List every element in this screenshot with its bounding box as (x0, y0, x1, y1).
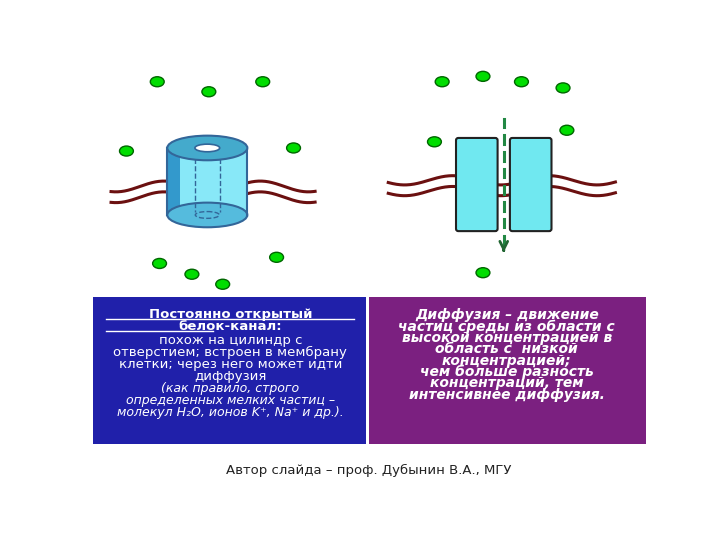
Ellipse shape (270, 252, 284, 262)
Ellipse shape (428, 137, 441, 147)
Text: белок-канал:: белок-канал: (179, 320, 282, 333)
FancyBboxPatch shape (510, 138, 552, 231)
Ellipse shape (120, 146, 133, 156)
Ellipse shape (167, 136, 248, 160)
FancyBboxPatch shape (94, 298, 366, 444)
Text: (как правило, строго: (как правило, строго (161, 382, 300, 395)
Text: интенсивнее диффузия.: интенсивнее диффузия. (409, 388, 605, 402)
Ellipse shape (560, 125, 574, 135)
Text: область с  низкой: область с низкой (436, 342, 578, 356)
Text: диффузия: диффузия (194, 370, 266, 383)
Text: похож на цилиндр с: похож на цилиндр с (158, 334, 302, 347)
Ellipse shape (287, 143, 300, 153)
Ellipse shape (435, 77, 449, 87)
FancyBboxPatch shape (369, 298, 647, 444)
Text: Автор слайда – проф. Дубынин В.А., МГУ: Автор слайда – проф. Дубынин В.А., МГУ (226, 464, 512, 477)
Text: молекул Н₂О, ионов K⁺, Na⁺ и др.).: молекул Н₂О, ионов K⁺, Na⁺ и др.). (117, 406, 343, 419)
Ellipse shape (216, 279, 230, 289)
Text: определенных мелких частиц –: определенных мелких частиц – (126, 394, 335, 407)
Ellipse shape (185, 269, 199, 279)
Text: высокой концентрацией в: высокой концентрацией в (402, 331, 612, 345)
Ellipse shape (515, 77, 528, 87)
Text: Диффузия – движение: Диффузия – движение (415, 308, 599, 322)
Polygon shape (167, 148, 248, 215)
Ellipse shape (150, 77, 164, 87)
Ellipse shape (256, 77, 270, 87)
Ellipse shape (476, 71, 490, 82)
Ellipse shape (476, 268, 490, 278)
Text: Постоянно открытый: Постоянно открытый (148, 308, 312, 321)
Ellipse shape (202, 87, 216, 97)
Ellipse shape (195, 144, 220, 152)
Text: клетки; через него может идти: клетки; через него может идти (119, 358, 342, 371)
Ellipse shape (556, 83, 570, 93)
Text: отверстием; встроен в мембрану: отверстием; встроен в мембрану (114, 346, 347, 359)
Text: чем больше разность: чем больше разность (420, 365, 594, 380)
Text: концентрацией;: концентрацией; (442, 354, 572, 368)
Polygon shape (167, 148, 179, 215)
Ellipse shape (153, 259, 166, 268)
FancyBboxPatch shape (456, 138, 498, 231)
Text: концентраций, тем: концентраций, тем (430, 376, 584, 390)
Text: частиц среды из области с: частиц среды из области с (398, 320, 615, 334)
Ellipse shape (167, 202, 248, 227)
